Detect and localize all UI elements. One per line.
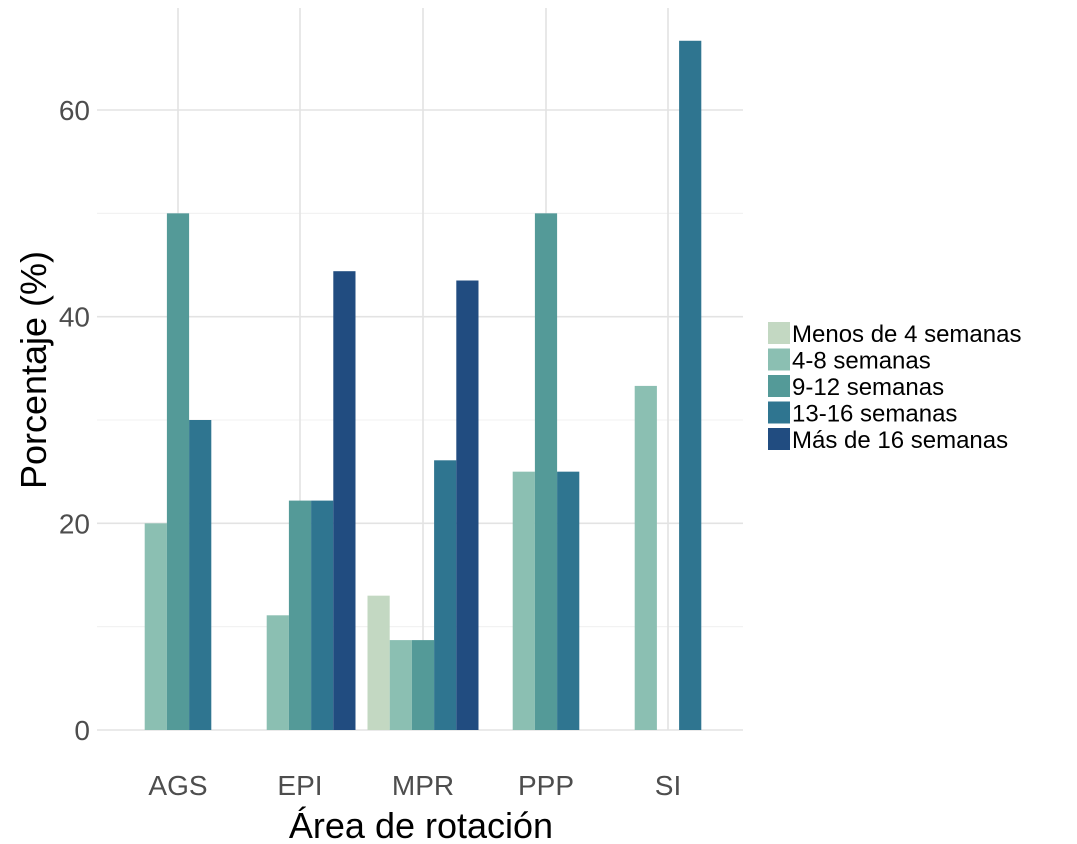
- y-axis-title: Porcentaje (%): [13, 251, 54, 489]
- bar-epi-series-5: [333, 271, 356, 730]
- legend-key: [768, 401, 790, 424]
- bar-epi-series-2: [266, 615, 289, 730]
- bar-ags-series-4: [189, 420, 212, 730]
- bars: [144, 40, 702, 731]
- x-axis-title: Área de rotación: [289, 805, 553, 844]
- legend-key: [768, 375, 790, 397]
- bar-ppp-series-3: [534, 213, 558, 731]
- x-tick-label: MPR: [392, 770, 454, 801]
- legend-label: 13-16 semanas: [792, 401, 957, 428]
- legend-label: 4-8 semanas: [792, 348, 931, 375]
- x-tick-label: AGS: [148, 770, 207, 801]
- bar-mpr-series-3: [411, 640, 435, 730]
- legend-label: Menos de 4 semanas: [792, 321, 1021, 348]
- bar-si-series-2: [634, 385, 657, 730]
- y-tick-label: 60: [59, 95, 90, 126]
- bar-epi-series-3: [288, 500, 312, 730]
- bar-mpr-series-4: [434, 460, 457, 730]
- legend-key: [768, 348, 790, 371]
- x-tick-label: EPI: [277, 770, 322, 801]
- bar-mpr-series-5: [456, 280, 479, 730]
- bar-ags-series-2: [144, 523, 167, 730]
- legend-label: 9-12 semanas: [792, 374, 944, 401]
- bar-ppp-series-4: [557, 471, 580, 730]
- legend-key: [768, 428, 790, 450]
- legend-label: Más de 16 semanas: [792, 427, 1008, 454]
- y-tick-label: 20: [59, 508, 90, 539]
- y-tick-label: 0: [74, 715, 90, 746]
- y-tick-labels: 0 20 40 60: [59, 95, 90, 746]
- bar-si-series-4: [679, 40, 702, 731]
- x-tick-labels: AGS EPI MPR PPP SI: [148, 770, 681, 801]
- bar-mpr-series-2: [389, 640, 412, 730]
- x-tick-label: SI: [655, 770, 681, 801]
- legend-key: [768, 322, 790, 344]
- bar-mpr-series-1: [367, 595, 390, 730]
- y-tick-label: 40: [59, 302, 90, 333]
- x-tick-label: PPP: [518, 770, 574, 801]
- bar-ags-series-3: [166, 213, 190, 731]
- bar-epi-series-4: [311, 500, 334, 730]
- bar-ppp-series-2: [512, 471, 535, 730]
